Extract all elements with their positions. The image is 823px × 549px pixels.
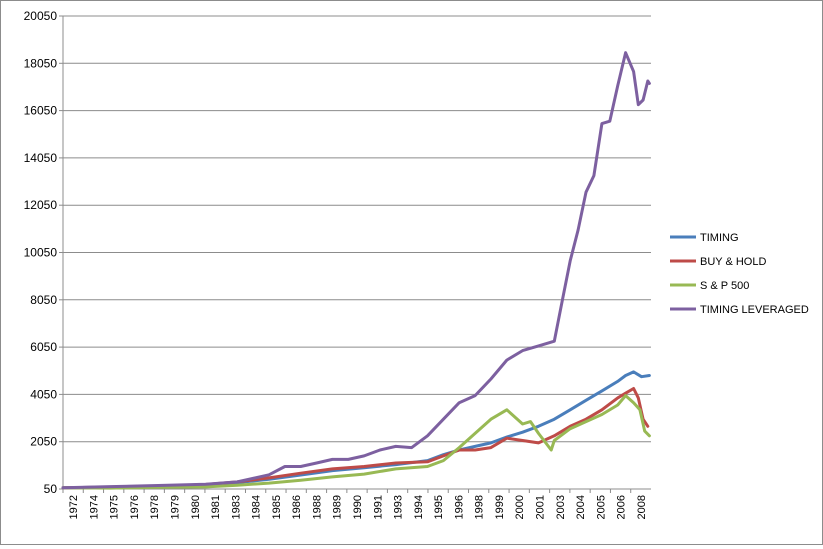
x-tick-label: 2001 [534, 495, 546, 519]
legend-label-s-p-500: S & P 500 [700, 280, 749, 292]
x-tick-label: 1990 [352, 495, 364, 519]
y-tick-label: 20050 [24, 9, 58, 23]
y-tick-label: 50 [44, 482, 58, 496]
y-tick-label: 4050 [30, 387, 57, 401]
y-tick-label: 8050 [30, 293, 57, 307]
x-tick-label: 1989 [332, 495, 344, 519]
x-tick-label: 1979 [170, 495, 182, 519]
x-tick-label: 1996 [453, 495, 465, 519]
x-tick-label: 2000 [514, 495, 526, 519]
x-tick-label: 1972 [68, 495, 80, 519]
x-axis-tick-labels: 1972 1974 1975 1976 1978 1979 1980 1981 1983 1984… [68, 495, 648, 519]
series-line-s-p-500 [61, 394, 651, 490]
x-tick-label: 1993 [393, 495, 405, 519]
x-tick-label: 1983 [230, 495, 242, 519]
x-tick-label: 1980 [190, 495, 202, 519]
legend-label-timing: TIMING [700, 232, 739, 244]
x-tick-label: 2008 [636, 495, 648, 519]
x-tick-label: 1981 [210, 495, 222, 519]
legend-label-timing-leveraged: TIMING LEVERAGED [700, 304, 809, 316]
series-lines [61, 51, 651, 490]
x-tick-label: 1998 [474, 495, 486, 519]
x-tick-label: 2003 [555, 495, 567, 519]
y-tick-label: 18050 [24, 56, 58, 70]
y-tick-label: 16050 [24, 104, 58, 118]
y-tick-label: 12050 [24, 198, 58, 212]
y-tick-label: 6050 [30, 340, 57, 354]
x-tick-label: 1988 [311, 495, 323, 519]
x-tick-label: 1974 [88, 495, 100, 519]
y-tick-label: 2050 [30, 435, 57, 449]
x-tick-label: 1995 [433, 495, 445, 519]
x-tick-label: 1985 [271, 495, 283, 519]
legend: TIMING BUY & HOLD S & P 500 TIMING LEVERAGE… [670, 232, 809, 316]
legend-label-buy-hold: BUY & HOLD [700, 256, 766, 268]
y-tick-label: 14050 [24, 151, 58, 165]
y-tick-label: 10050 [24, 246, 58, 260]
series-line-buy-hold [61, 387, 650, 490]
x-tick-label: 2005 [595, 495, 607, 519]
x-tick-label: 2004 [575, 495, 587, 519]
x-tick-label: 1999 [494, 495, 506, 519]
x-tick-label: 1978 [149, 495, 161, 519]
x-tick-label: 1984 [251, 495, 263, 519]
axes [59, 15, 651, 493]
x-tick-label: 1994 [413, 495, 425, 519]
x-tick-label: 1991 [372, 495, 384, 519]
gridlines [63, 15, 651, 490]
x-tick-label: 1975 [109, 495, 121, 519]
series-line-timing-leveraged [61, 51, 651, 490]
x-tick-label: 1976 [129, 495, 141, 519]
x-tick-label: 2006 [616, 495, 628, 519]
x-tick-label: 1986 [291, 495, 303, 519]
y-axis-tick-labels: 50 2050 4050 6050 8050 10050 12050 14050 16050 18… [24, 9, 58, 496]
